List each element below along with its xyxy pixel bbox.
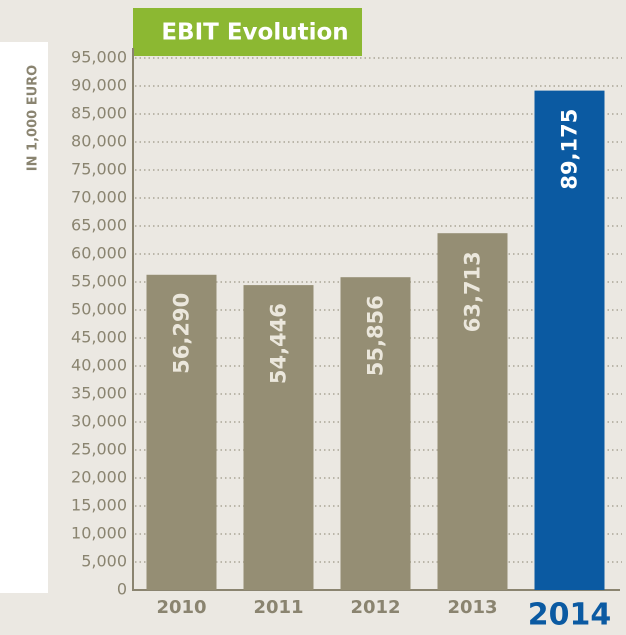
y-tick-label: 75,000	[71, 160, 127, 179]
y-tick-label: 90,000	[71, 76, 127, 95]
x-tick-label: 2012	[350, 597, 400, 618]
y-tick-label: 25,000	[71, 440, 127, 459]
y-tick-label: 35,000	[71, 384, 127, 403]
x-tick-label: 2014	[528, 598, 612, 633]
y-tick-label: 70,000	[71, 188, 127, 207]
y-tick-label: 30,000	[71, 412, 127, 431]
bar	[437, 233, 508, 590]
value-label: 56,290	[170, 293, 194, 374]
bar	[340, 277, 411, 590]
ylabel-strip	[0, 42, 48, 593]
y-tick-label: 80,000	[71, 132, 127, 151]
value-label: 89,175	[558, 109, 582, 190]
y-tick-label: 55,000	[71, 272, 127, 291]
y-tick-label: 95,000	[71, 48, 127, 67]
y-axis-label: IN 1,000 EURO	[26, 65, 41, 171]
chart-title: EBIT Evolution	[161, 20, 348, 46]
y-tick-label: 50,000	[71, 300, 127, 319]
y-tick-label: 40,000	[71, 356, 127, 375]
y-tick-label: 65,000	[71, 216, 127, 235]
y-tick-label: 45,000	[71, 328, 127, 347]
x-tick-label: 2011	[253, 597, 303, 618]
bar	[146, 274, 217, 590]
x-tick-label: 2010	[156, 597, 206, 618]
x-tick-label: 2013	[447, 597, 497, 618]
y-tick-label: 15,000	[71, 496, 127, 515]
bar	[534, 90, 605, 591]
y-tick-label: 85,000	[71, 104, 127, 123]
value-label: 54,446	[267, 303, 291, 384]
y-tick-label: 10,000	[71, 524, 127, 543]
y-tick-label: 60,000	[71, 244, 127, 263]
y-tick-label: 20,000	[71, 468, 127, 487]
value-label: 63,713	[461, 251, 485, 332]
bar	[243, 285, 314, 590]
y-tick-label: 0	[117, 580, 127, 599]
value-label: 55,856	[364, 295, 388, 376]
y-tick-label: 5,000	[81, 552, 127, 571]
title-box	[133, 8, 362, 56]
